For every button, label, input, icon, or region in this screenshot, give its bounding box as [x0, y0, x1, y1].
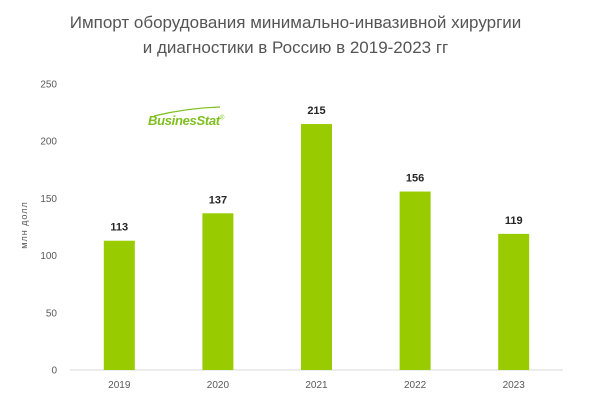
logo-registered-mark: ® — [219, 115, 224, 122]
logo-text: BusinesStat® — [148, 113, 224, 128]
chart-title: Импорт оборудования минимально-инвазивно… — [0, 10, 591, 60]
y-tick-label: 200 — [40, 137, 57, 148]
bar-2019 — [103, 240, 135, 370]
y-axis-ticks: 0 50 100 150 200 250 — [40, 80, 57, 377]
y-tick-label: 150 — [40, 194, 57, 205]
x-tick-label-2021: 2021 — [305, 380, 328, 391]
bar-2020 — [202, 213, 234, 370]
y-tick-label: 50 — [46, 308, 58, 319]
y-tick-label: 250 — [40, 80, 57, 91]
data-label-2023: 119 — [505, 215, 523, 227]
chart-title-line-2: и диагностики в Россию в 2019-2023 гг — [142, 38, 449, 57]
x-tick-label-2019: 2019 — [108, 380, 131, 391]
logo-swoosh-icon — [153, 106, 221, 117]
bars-group — [103, 124, 530, 370]
bar-2022 — [399, 191, 431, 370]
y-tick-label: 0 — [51, 366, 57, 377]
x-tick-label-2023: 2023 — [503, 380, 526, 391]
data-label-2020: 137 — [209, 194, 227, 206]
y-tick-label: 100 — [40, 251, 57, 262]
businesstat-logo: BusinesStat® — [148, 106, 224, 130]
x-axis-ticks: 2019 2020 2021 2022 2023 — [108, 380, 525, 391]
y-axis-label: млн долл — [19, 201, 29, 248]
data-label-2022: 156 — [406, 173, 424, 185]
logo-wordmark: BusinesStat — [148, 113, 220, 128]
x-tick-label-2020: 2020 — [207, 380, 230, 391]
x-tick-label-2022: 2022 — [404, 380, 427, 391]
bar-2023 — [498, 233, 530, 370]
chart-title-line-1: Импорт оборудования минимально-инвазивно… — [69, 13, 522, 32]
bar-2021 — [301, 124, 332, 370]
data-label-2021: 215 — [307, 105, 325, 117]
data-label-2019: 113 — [110, 222, 128, 234]
data-labels-group: 113 137 215 156 119 — [110, 105, 522, 234]
